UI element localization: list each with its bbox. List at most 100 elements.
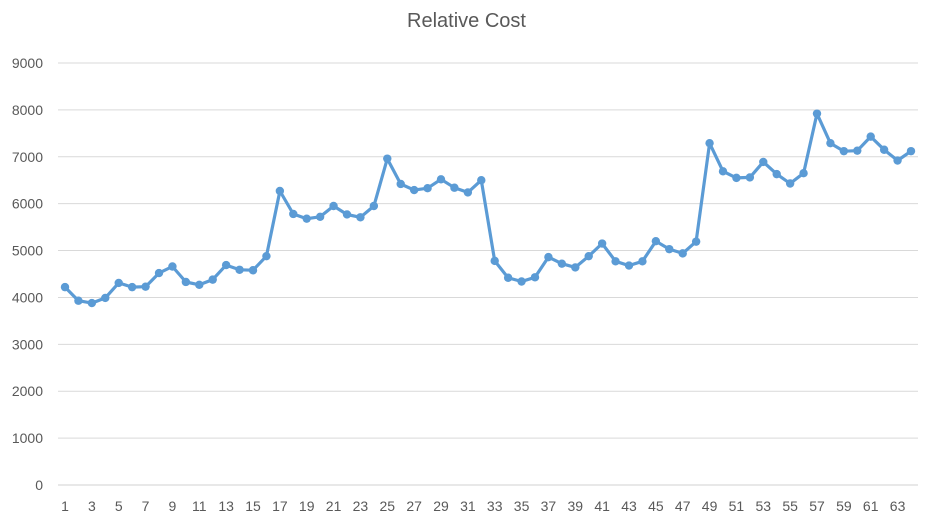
- data-point-56: [799, 168, 808, 178]
- series-line: [63, 111, 913, 305]
- y-axis-tick-labels: 0 1000 2000 3000 4000 5000 6000 7000 8000 9000: [12, 55, 43, 493]
- x-tick-label: 1: [61, 498, 69, 514]
- x-tick-label: 19: [299, 498, 315, 514]
- data-point-40: [584, 251, 593, 261]
- data-point-39: [571, 263, 580, 272]
- data-point-55: [785, 179, 795, 188]
- x-tick-label: 51: [729, 498, 745, 514]
- data-point-60: [853, 146, 862, 155]
- data-point-20: [315, 212, 325, 221]
- y-tick-label: 8000: [12, 102, 43, 118]
- data-point-6: [127, 282, 137, 292]
- x-tick-label: 5: [115, 498, 123, 514]
- data-point-5: [114, 278, 123, 288]
- x-tick-label: 29: [433, 498, 449, 514]
- data-point-35: [517, 277, 526, 286]
- x-tick-label: 35: [514, 498, 530, 514]
- data-point-61: [866, 132, 875, 141]
- data-point-13: [221, 260, 231, 270]
- x-tick-label: 37: [541, 498, 557, 514]
- data-point-46: [665, 244, 674, 254]
- data-point-57: [812, 109, 822, 118]
- data-point-37: [544, 252, 553, 262]
- data-point-4: [101, 293, 110, 303]
- y-tick-label: 7000: [12, 149, 43, 165]
- data-point-10: [181, 277, 191, 287]
- x-tick-label: 15: [245, 498, 261, 514]
- x-tick-label: 61: [863, 498, 879, 514]
- data-point-32: [477, 176, 486, 185]
- x-tick-label: 41: [594, 498, 610, 514]
- data-point-12: [208, 275, 217, 284]
- x-tick-label: 21: [326, 498, 342, 514]
- data-point-21: [329, 201, 338, 211]
- data-point-28: [423, 183, 432, 193]
- chart-title: Relative Cost: [407, 10, 526, 32]
- x-tick-label: 63: [890, 498, 906, 514]
- x-tick-label: 57: [809, 498, 825, 514]
- data-point-27: [409, 185, 419, 195]
- data-point-59: [839, 146, 849, 156]
- data-point-3: [87, 298, 97, 308]
- x-tick-label: 7: [142, 498, 150, 514]
- x-tick-label: 33: [487, 498, 503, 514]
- y-tick-label: 2000: [12, 383, 43, 399]
- data-point-14: [235, 265, 244, 274]
- data-point-17: [275, 186, 285, 196]
- x-tick-label: 9: [169, 498, 177, 514]
- data-point-8: [154, 268, 164, 278]
- data-point-25: [383, 154, 392, 163]
- data-point-64: [906, 146, 916, 156]
- x-tick-label: 53: [755, 498, 771, 514]
- data-point-48: [691, 237, 701, 246]
- data-point-36: [530, 273, 540, 282]
- data-point-30: [450, 183, 459, 192]
- data-point-22: [342, 210, 352, 219]
- data-point-62: [879, 145, 889, 154]
- data-point-33: [490, 256, 499, 266]
- data-points: [60, 109, 916, 308]
- data-point-63: [893, 156, 902, 165]
- data-point-58: [826, 138, 835, 148]
- x-tick-label: 47: [675, 498, 691, 514]
- data-point-11: [195, 280, 204, 289]
- data-point-45: [651, 236, 661, 246]
- y-tick-label: 4000: [12, 289, 43, 305]
- x-tick-label: 27: [406, 498, 422, 514]
- x-axis-tick-labels: 1 3 5 7 9 11 13 15 17 19 21 23 25 27 29 31 33 35 37 39 41 43 4…: [61, 498, 905, 514]
- y-tick-label: 6000: [12, 196, 43, 212]
- data-point-41: [597, 239, 607, 248]
- y-tick-label: 0: [35, 477, 43, 493]
- data-point-19: [302, 214, 311, 223]
- data-point-53: [759, 157, 768, 167]
- data-point-24: [369, 201, 379, 211]
- data-point-23: [356, 213, 365, 222]
- x-tick-label: 13: [218, 498, 234, 514]
- data-point-9: [168, 262, 177, 271]
- data-point-54: [772, 169, 781, 179]
- data-point-31: [463, 188, 473, 197]
- y-tick-label: 5000: [12, 243, 43, 259]
- data-point-43: [624, 261, 634, 270]
- data-point-47: [678, 249, 687, 258]
- data-point-7: [141, 282, 150, 291]
- x-tick-label: 23: [353, 498, 369, 514]
- data-point-49: [705, 138, 714, 148]
- data-point-18: [289, 209, 298, 219]
- y-tick-label: 3000: [12, 336, 43, 352]
- data-point-34: [503, 273, 513, 282]
- x-tick-label: 49: [702, 498, 718, 514]
- data-point-1: [60, 282, 70, 292]
- data-point-52: [745, 173, 755, 182]
- series-relative-cost: [63, 111, 913, 305]
- x-tick-label: 45: [648, 498, 664, 514]
- data-point-51: [732, 173, 741, 183]
- x-tick-label: 11: [192, 498, 207, 514]
- y-tick-label: 1000: [12, 430, 43, 446]
- data-point-26: [396, 179, 405, 189]
- data-point-2: [74, 296, 83, 305]
- x-tick-label: 43: [621, 498, 637, 514]
- x-tick-label: 17: [272, 498, 288, 514]
- x-tick-label: 31: [460, 498, 476, 514]
